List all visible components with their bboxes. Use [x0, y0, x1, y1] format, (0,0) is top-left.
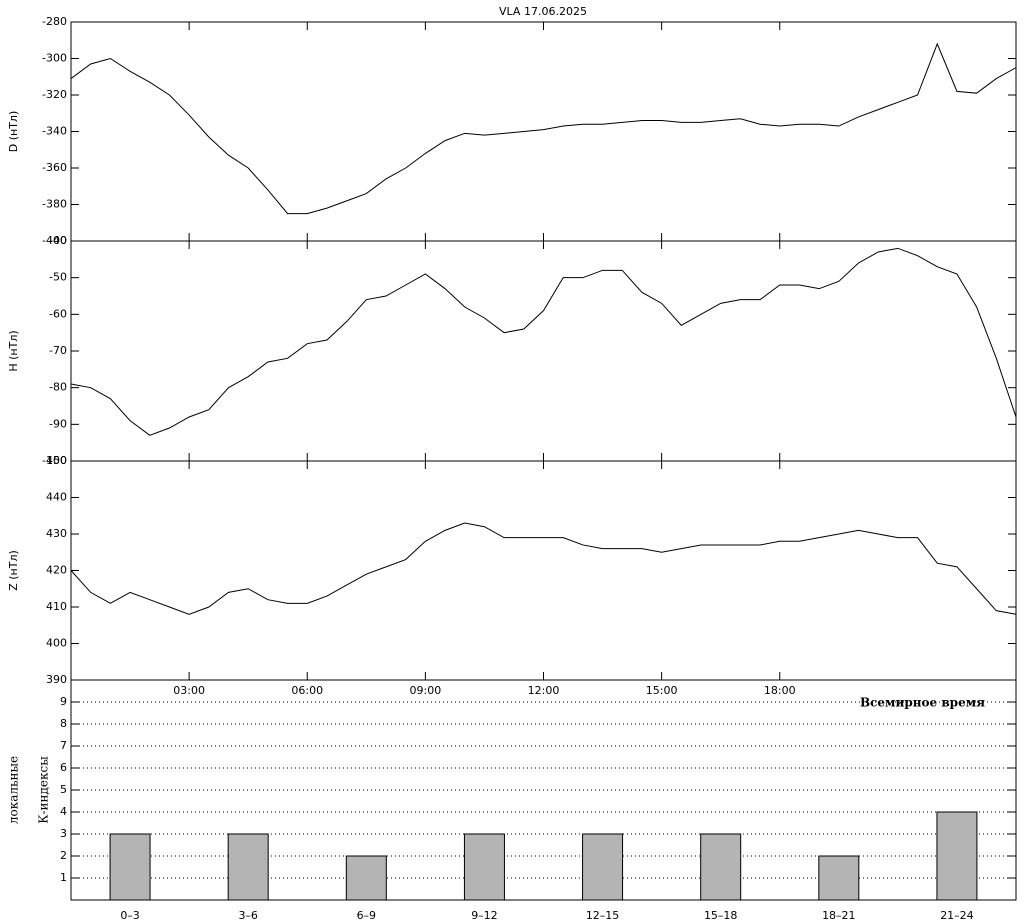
data-line	[70, 42, 1017, 215]
y-tick-label: -360	[42, 161, 67, 174]
y-tick-label: 7	[60, 739, 67, 752]
x-tick-label: 15:00	[646, 684, 678, 697]
y-tick-label: -300	[42, 52, 67, 65]
y-tick-label: -90	[49, 417, 67, 430]
y-tick-label: -380	[42, 198, 67, 211]
y-tick-label: 9	[60, 695, 67, 708]
x-tick-label: 9–12	[471, 909, 498, 921]
bar	[345, 855, 387, 901]
bar	[227, 833, 269, 901]
x-tick-label: 0–3	[120, 909, 140, 921]
bar	[109, 833, 151, 901]
x-tick-label: 06:00	[291, 684, 323, 697]
y-axis-label: локальные	[7, 756, 21, 824]
plot-frame	[70, 460, 1017, 681]
y-tick-label: -60	[49, 307, 67, 320]
y-tick-label: -280	[42, 15, 67, 28]
y-tick-label: 410	[46, 600, 67, 613]
y-tick-label: 420	[46, 564, 67, 577]
y-tick-label: 6	[60, 761, 67, 774]
chart-title: VLA 17.06.2025	[499, 5, 587, 18]
y-tick-label: 430	[46, 527, 67, 540]
bar	[700, 833, 742, 901]
y-tick-label: 3	[60, 827, 67, 840]
y-axis-label: К-индексы	[37, 756, 51, 824]
data-line	[70, 247, 1017, 436]
x-tick-label: 3–6	[238, 909, 258, 921]
y-axis-label: Z (нТл)	[7, 550, 20, 591]
bar	[463, 833, 505, 901]
bar	[818, 855, 860, 901]
bar	[582, 833, 624, 901]
x-tick-label: 12–15	[586, 909, 620, 921]
y-tick-label: 2	[60, 849, 67, 862]
x-tick-label: 03:00	[173, 684, 205, 697]
x-tick-label: 18:00	[764, 684, 796, 697]
y-tick-label: -340	[42, 125, 67, 138]
y-tick-label: -100	[42, 454, 67, 467]
x-tick-label: 15–18	[704, 909, 738, 921]
x-axis-label: Всемирное время	[860, 696, 985, 710]
y-tick-label: -400	[42, 234, 67, 247]
y-tick-label: 390	[46, 673, 67, 686]
y-tick-label: 8	[60, 717, 67, 730]
y-tick-label: 5	[60, 783, 67, 796]
y-tick-label: -50	[49, 271, 67, 284]
y-tick-label: -80	[49, 381, 67, 394]
y-axis-label: D (нТл)	[7, 111, 20, 153]
y-tick-label: 400	[46, 637, 67, 650]
y-tick-label: 440	[46, 491, 67, 504]
y-tick-label: 4	[60, 805, 67, 818]
x-tick-label: 09:00	[410, 684, 442, 697]
x-tick-label: 6–9	[357, 909, 377, 921]
plot-frame	[70, 240, 1017, 462]
x-tick-label: 21–24	[940, 909, 974, 921]
y-tick-label: -40	[49, 234, 67, 247]
y-axis-label: H (нТл)	[7, 330, 20, 371]
bar	[936, 811, 978, 901]
x-tick-label: 12:00	[528, 684, 560, 697]
plot-frame	[70, 21, 1017, 242]
y-tick-label: 450	[46, 454, 67, 467]
data-line	[70, 522, 1017, 615]
y-tick-label: 1	[60, 871, 67, 884]
y-tick-label: -320	[42, 88, 67, 101]
x-tick-label: 18–21	[822, 909, 856, 921]
y-tick-label: -70	[49, 344, 67, 357]
